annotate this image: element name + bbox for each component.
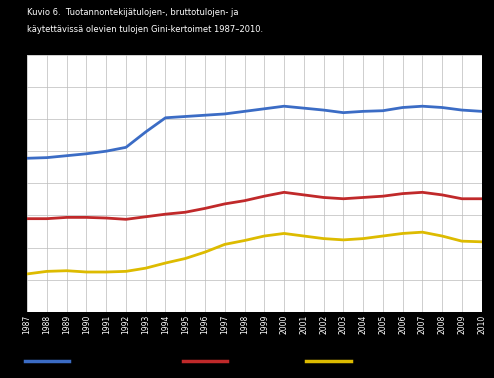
Text: käytettävissä olevien tulojen Gini-kertoimet 1987–2010.: käytettävissä olevien tulojen Gini-kerto… <box>27 25 263 34</box>
Text: Kuvio 6.  Tuotannontekijätulojen-, bruttotulojen- ja: Kuvio 6. Tuotannontekijätulojen-, brutto… <box>27 8 239 17</box>
